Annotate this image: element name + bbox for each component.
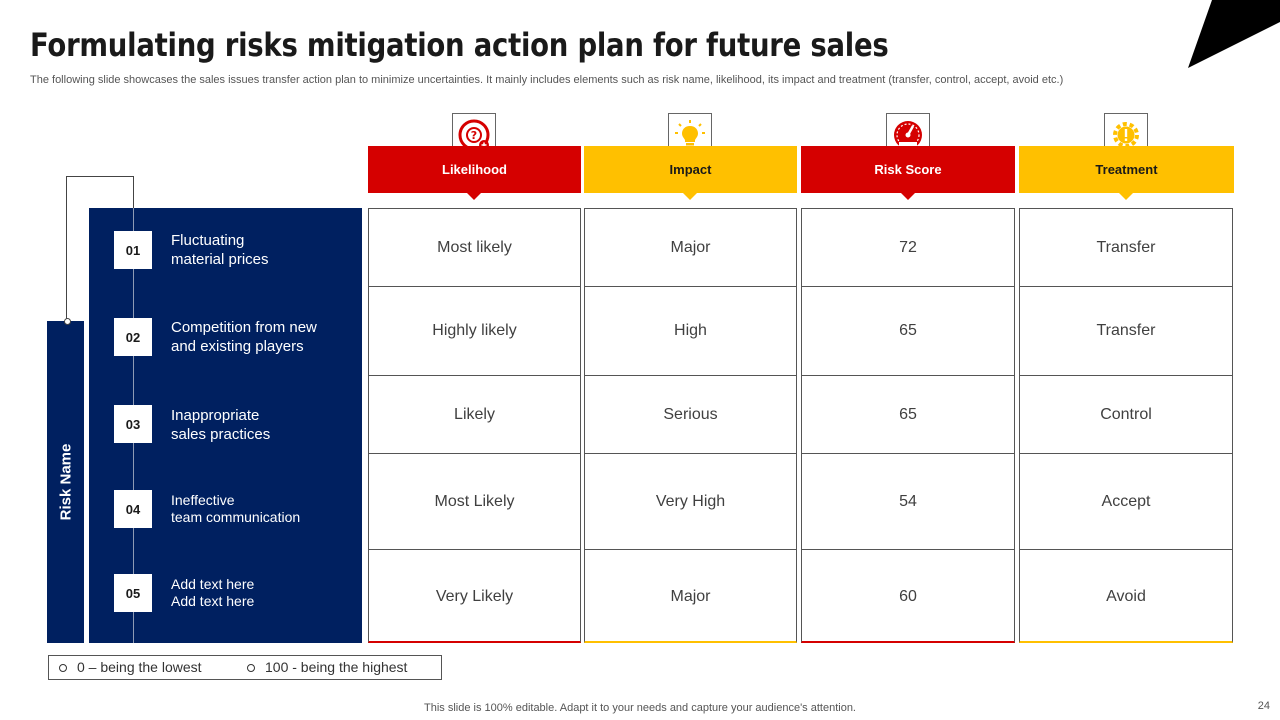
bullet-icon xyxy=(247,664,255,673)
risk-name-label: Risk Name xyxy=(57,443,75,521)
legend-text: 0 – being the lowest xyxy=(77,659,202,675)
likelihood-cell: Very Likely xyxy=(369,549,580,643)
risk-title: Inappropriate sales practices xyxy=(171,406,270,444)
slide-title: Formulating risks mitigation action plan… xyxy=(30,26,889,64)
risk-title: Ineffective team communication xyxy=(171,492,300,526)
risk-score-cell: 65 xyxy=(802,375,1014,453)
risk-title-line: Competition from new xyxy=(171,319,317,336)
risk-item: 02 Competition from new and existing pla… xyxy=(89,285,362,374)
likelihood-cell: Highly likely xyxy=(369,286,580,375)
treatment-column: Transfer Transfer Control Accept Avoid xyxy=(1019,208,1233,643)
risk-number: 05 xyxy=(114,574,152,612)
likelihood-cell: Most likely xyxy=(437,238,512,256)
risk-title-line: sales practices xyxy=(171,426,271,443)
risk-name-bar xyxy=(47,321,84,643)
slide-subtitle: The following slide showcases the sales … xyxy=(30,74,1064,86)
risk-title-line: material prices xyxy=(171,251,269,268)
impact-cell: Major xyxy=(670,238,711,256)
risk-score-column: 72 65 65 54 60 xyxy=(801,208,1015,643)
treatment-cell: Avoid xyxy=(1020,549,1232,643)
risk-number: 01 xyxy=(114,231,152,269)
risk-score-cell: 65 xyxy=(802,286,1014,375)
risk-title-line: and existing players xyxy=(171,338,304,355)
risk-title: Add text here Add text here xyxy=(171,576,254,610)
risk-title: Fluctuating material prices xyxy=(171,231,269,269)
header-pointer xyxy=(1119,193,1133,200)
treatment-cell: Control xyxy=(1020,375,1232,453)
treatment-cell: Accept xyxy=(1020,453,1232,549)
slide-footer: This slide is 100% editable. Adapt it to… xyxy=(424,702,856,714)
risk-title-line: Ineffective xyxy=(171,492,235,508)
impact-cell: Very High xyxy=(585,453,796,549)
page-number: 24 xyxy=(1257,700,1270,712)
connector-dot xyxy=(64,318,71,325)
risk-score-cell: 54 xyxy=(802,453,1014,549)
header-pointer xyxy=(901,193,915,200)
risk-item: 05 Add text here Add text here xyxy=(89,548,362,643)
treatment-cell: Transfer xyxy=(1020,286,1232,375)
impact-cell: High xyxy=(585,286,796,375)
risk-title-line: Add text here xyxy=(171,593,255,609)
connector-bracket xyxy=(66,176,134,322)
score-legend: 0 – being the lowest 100 - being the hig… xyxy=(48,655,442,680)
legend-item-low: 0 – being the lowest xyxy=(59,659,202,675)
risk-title: Competition from new and existing player… xyxy=(171,318,317,356)
header-pointer xyxy=(683,193,697,200)
risk-title-line: team communication xyxy=(171,509,301,525)
risk-title-line: Inappropriate xyxy=(171,407,260,424)
corner-decoration xyxy=(1188,0,1280,68)
treatment-cell: Transfer xyxy=(1096,238,1156,256)
bullet-icon xyxy=(59,664,67,673)
risk-number: 02 xyxy=(114,318,152,356)
risk-number: 03 xyxy=(114,405,152,443)
column-header-treatment: Treatment xyxy=(1019,146,1234,193)
legend-item-high: 100 - being the highest xyxy=(247,659,407,675)
risk-number: 04 xyxy=(114,490,152,528)
impact-cell: Serious xyxy=(585,375,796,453)
likelihood-cell: Most Likely xyxy=(369,453,580,549)
risk-item: 03 Inappropriate sales practices xyxy=(89,374,362,452)
svg-text:?: ? xyxy=(471,129,477,142)
risk-item: 04 Ineffective team communication xyxy=(89,452,362,548)
likelihood-cell: Likely xyxy=(369,375,580,453)
impact-cell: Major xyxy=(585,549,796,643)
column-header-likelihood: Likelihood xyxy=(368,146,581,193)
risk-score-cell: 72 xyxy=(899,238,917,256)
likelihood-column: Most likely Highly likely Likely Most Li… xyxy=(368,208,581,643)
risk-title-line: Fluctuating xyxy=(171,232,245,249)
legend-text: 100 - being the highest xyxy=(265,659,408,675)
impact-column: Major High Serious Very High Major xyxy=(584,208,797,643)
column-header-risk-score: Risk Score xyxy=(801,146,1015,193)
risk-item: 01 Fluctuating material prices xyxy=(89,208,362,285)
connector-bracket-drop xyxy=(133,176,134,208)
risk-title-line: Add text here xyxy=(171,576,255,592)
header-pointer xyxy=(467,193,481,200)
risk-score-cell: 60 xyxy=(802,549,1014,643)
column-header-impact: Impact xyxy=(584,146,797,193)
